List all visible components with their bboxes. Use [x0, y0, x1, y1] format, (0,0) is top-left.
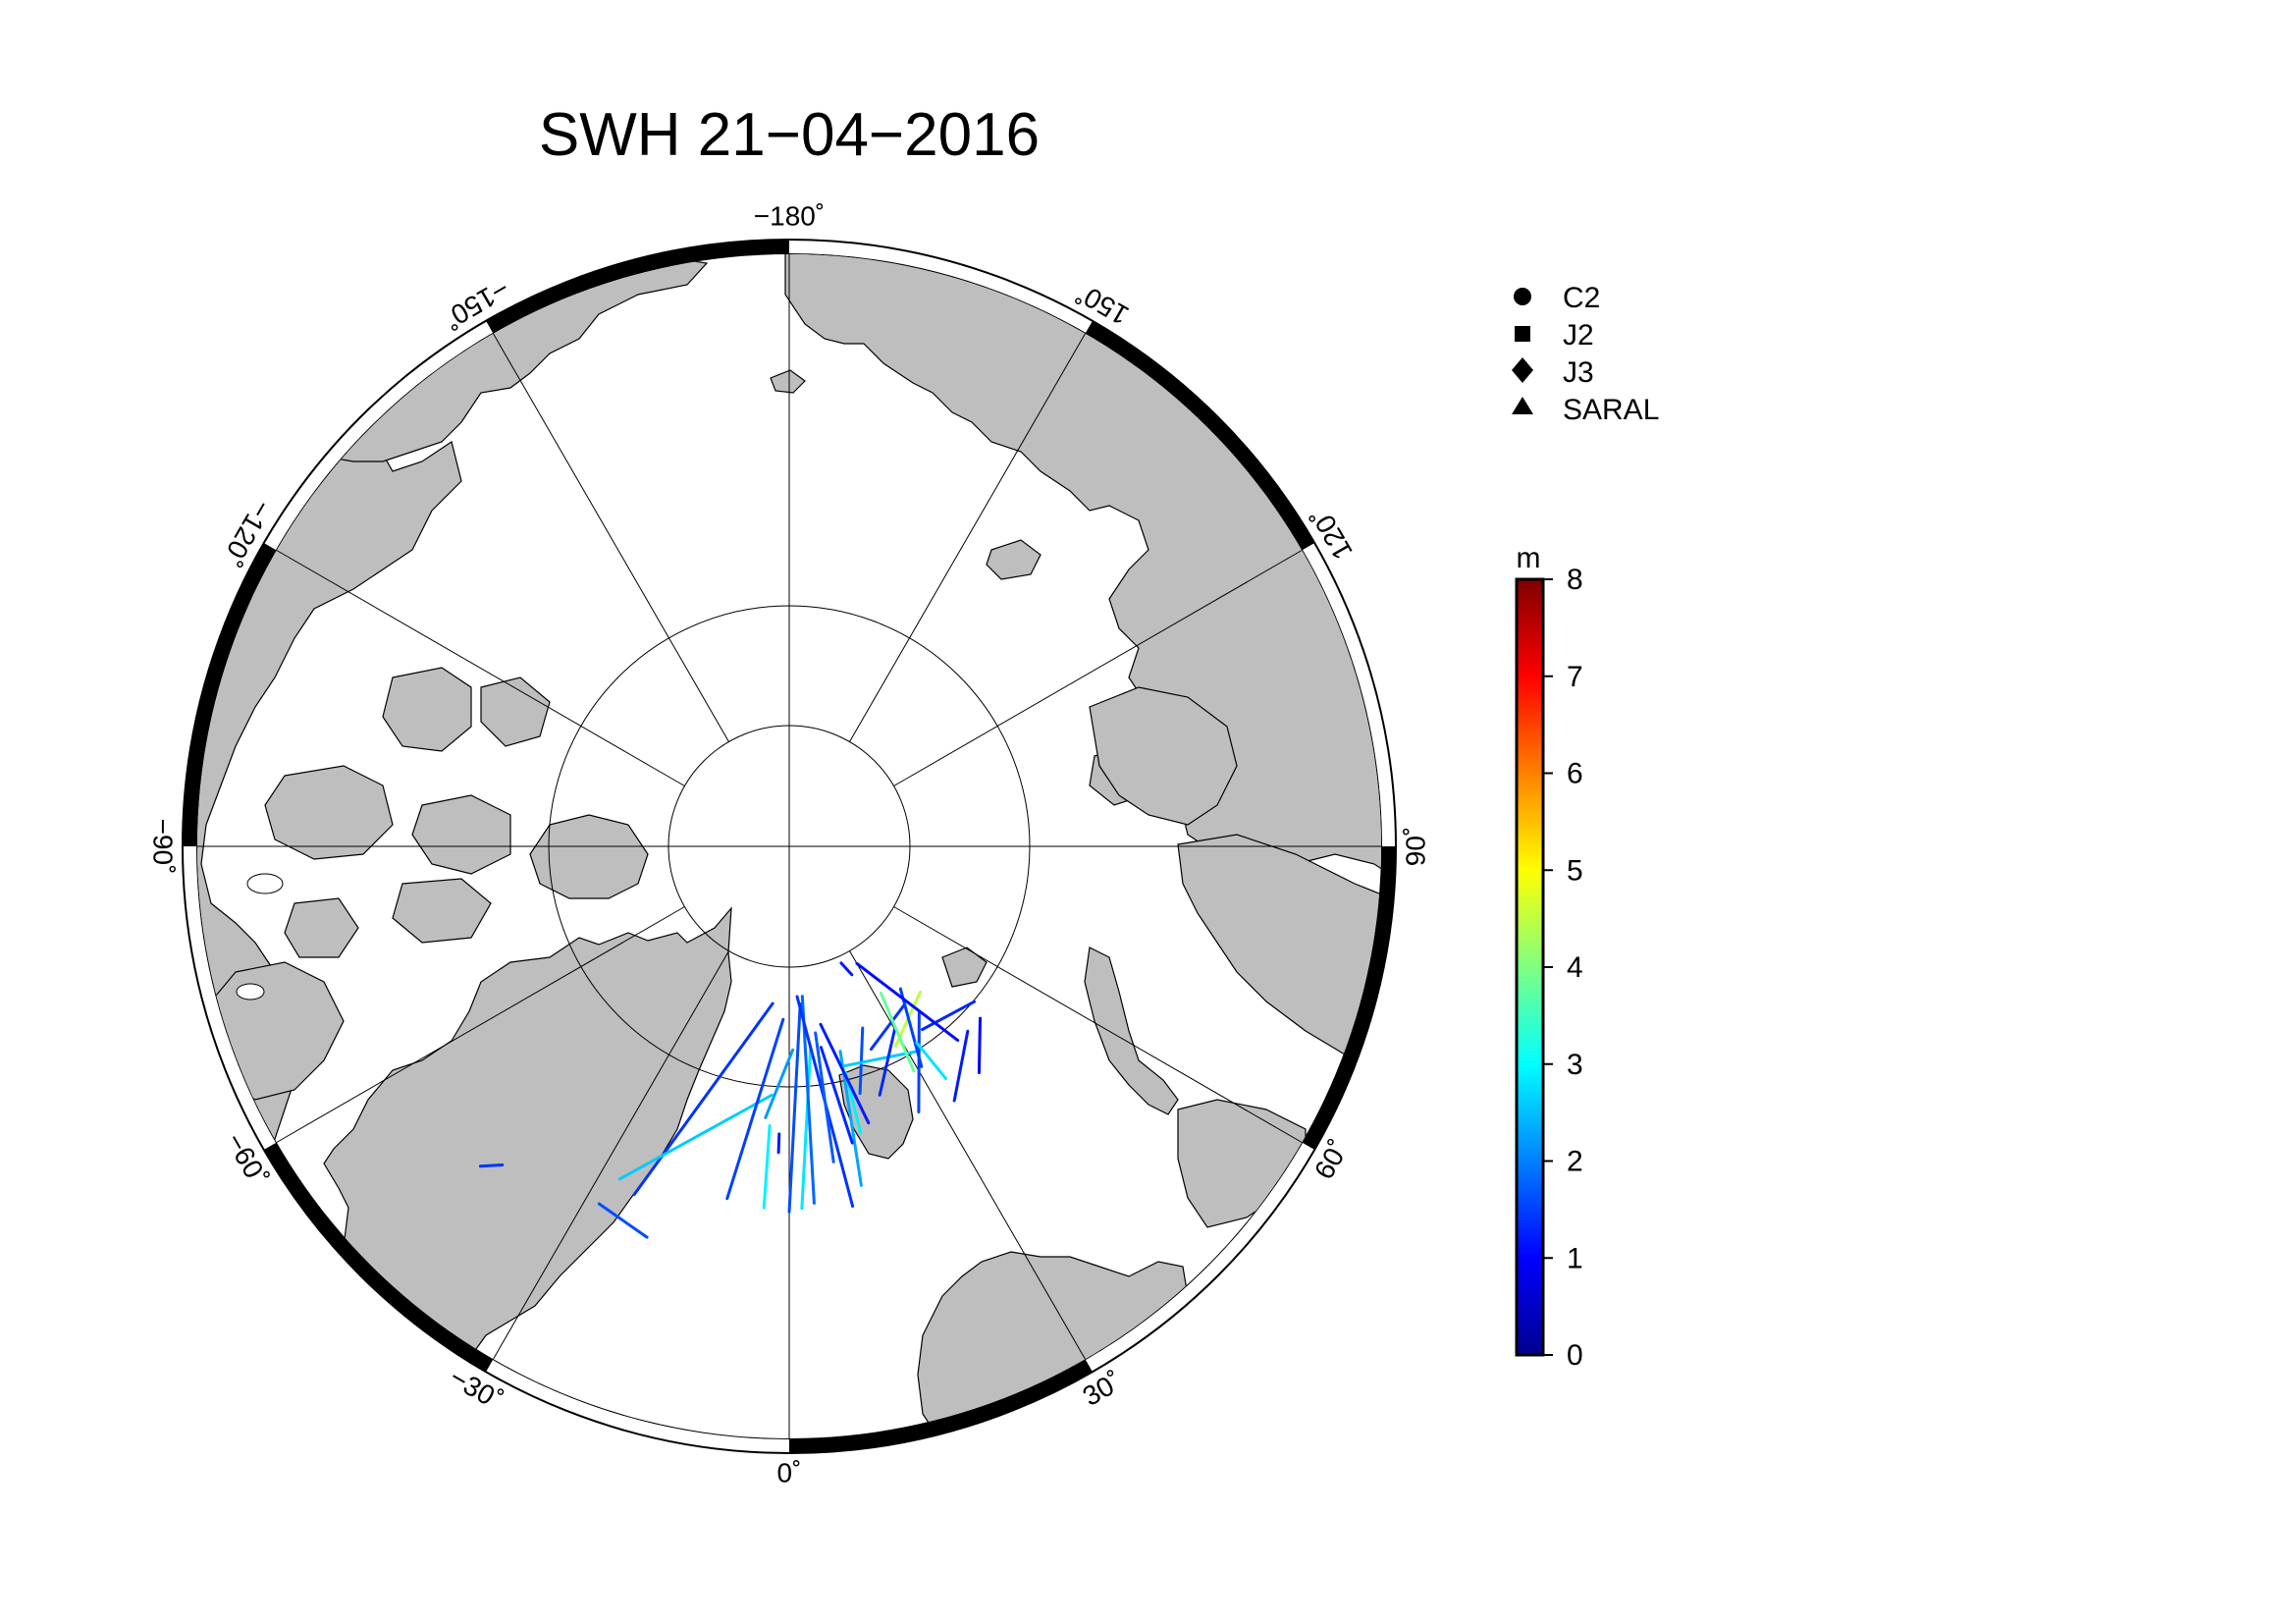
franz-josef-land	[941, 947, 988, 988]
frame-segment	[486, 240, 789, 334]
swh-track	[819, 1046, 854, 1145]
colorbar-tick-label: 5	[1567, 854, 1583, 887]
colorbar-tick-label: 6	[1567, 758, 1583, 790]
frame-segment	[1302, 846, 1396, 1150]
colorbar-tick-label: 4	[1567, 951, 1583, 984]
arctic-island	[392, 878, 492, 944]
swh-track	[617, 1093, 774, 1181]
swh-track	[725, 1017, 785, 1201]
swh-track	[977, 1016, 982, 1075]
meridian-line	[493, 333, 729, 742]
swh-track	[855, 961, 960, 1043]
novaya-zemlya	[1084, 947, 1179, 1115]
swh-track	[858, 1026, 865, 1096]
yamal-landmass	[1177, 834, 1381, 1081]
colorbar-tick-label: 1	[1567, 1242, 1583, 1274]
arctic-island	[284, 897, 359, 958]
swh-track	[839, 961, 854, 977]
meridian-line	[893, 906, 1303, 1143]
swh-track	[915, 1041, 947, 1080]
swh-track	[764, 1048, 795, 1119]
longitude-label: −180˚	[754, 200, 825, 231]
taymyr-landmass	[1089, 686, 1238, 826]
longitude-label: 90˚	[1400, 827, 1430, 866]
ellesmere-island	[529, 814, 649, 899]
meridian-line	[276, 550, 685, 786]
banks-island	[382, 667, 472, 752]
colorbar-tick-label: 2	[1567, 1146, 1583, 1178]
swh-track	[869, 1002, 906, 1052]
colorbar: m 0 1 2 3 4 5 6 7 8	[1515, 542, 1583, 1372]
colorbar-tick-label: 3	[1567, 1049, 1583, 1081]
lake	[246, 873, 284, 894]
triangle-marker-icon	[1512, 397, 1533, 414]
legend-label: J2	[1563, 319, 1594, 352]
meridian-line	[893, 550, 1303, 786]
frame-segment	[263, 1142, 494, 1373]
swh-track	[478, 1163, 505, 1168]
new-siberian-islands	[986, 539, 1041, 580]
meridian-line	[276, 906, 685, 1143]
colorbar-bar	[1515, 577, 1545, 1357]
longitude-label: −90˚	[148, 819, 179, 875]
colorbar-tick-label: 8	[1567, 564, 1583, 596]
swh-track	[762, 1124, 772, 1210]
satellite-legend: C2 J2 J3 SARAL	[1512, 282, 1659, 426]
legend-label: J3	[1563, 356, 1594, 389]
swh-track	[879, 992, 916, 1073]
arctic-island	[411, 794, 511, 875]
frame-segment	[1085, 320, 1315, 551]
swh-track	[878, 1027, 897, 1097]
wrangel-island	[770, 369, 806, 394]
swh-track	[787, 1002, 802, 1214]
longitude-label: 0˚	[777, 1457, 802, 1488]
colorbar-ticks: 0 1 2 3 4 5 6 7 8	[1543, 564, 1583, 1372]
swh-track	[632, 1001, 774, 1197]
swh-track	[819, 1022, 871, 1125]
diamond-marker-icon	[1512, 357, 1533, 383]
map-title: SWH 21−04−2016	[539, 101, 1040, 169]
circle-marker-icon	[1514, 288, 1531, 305]
legend-label: SARAL	[1563, 394, 1659, 426]
meridian-lines	[197, 254, 1381, 1438]
swh-track	[800, 995, 816, 1205]
meridian-line	[849, 333, 1086, 742]
swh-track	[800, 1047, 813, 1211]
swh-track	[921, 1000, 977, 1032]
graticule	[197, 254, 1381, 1438]
swh-track	[776, 1132, 781, 1155]
arctic-island	[480, 676, 551, 747]
meridian-line	[849, 950, 1086, 1360]
frame-segments	[183, 240, 1396, 1453]
swh-track	[952, 1029, 970, 1103]
legend-label: C2	[1563, 282, 1600, 314]
victoria-island	[264, 765, 394, 860]
swh-track	[814, 1031, 835, 1163]
square-marker-icon	[1515, 326, 1530, 342]
swh-track	[898, 987, 924, 1068]
meridian-line	[493, 950, 729, 1360]
lake	[236, 983, 265, 1001]
swh-track	[597, 1202, 649, 1239]
colorbar-tick-label: 0	[1567, 1339, 1583, 1372]
colorbar-tick-label: 7	[1567, 661, 1583, 693]
colorbar-unit: m	[1517, 542, 1541, 574]
frame-segment	[183, 543, 277, 846]
swh-tracks	[478, 961, 982, 1239]
frame-segment	[789, 1359, 1093, 1453]
